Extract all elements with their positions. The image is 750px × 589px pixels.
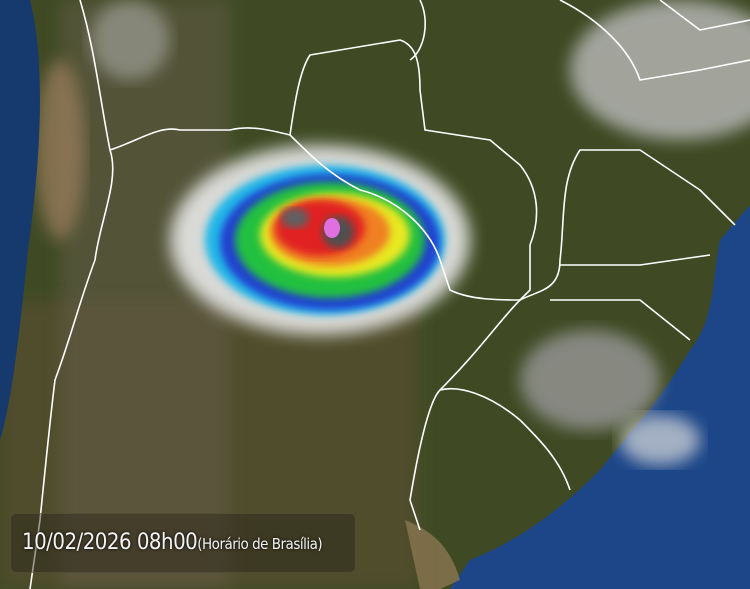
timestamp-label: 10/02/2026 08h00(Horário de Brasília): [22, 530, 323, 555]
pacific-ocean: [0, 0, 40, 440]
cloud-cover: [90, 0, 750, 465]
timestamp-panel: [10, 513, 356, 573]
atlantic-ocean: [450, 205, 750, 589]
political-borders: [29, 0, 750, 589]
storm-system: [170, 145, 470, 335]
desert-terrain: [35, 60, 85, 240]
river-estuary: [405, 520, 460, 589]
timestamp-datetime: 10/02/2026 08h00: [22, 530, 198, 555]
timestamp-timezone: (Horário de Brasília): [197, 535, 323, 553]
